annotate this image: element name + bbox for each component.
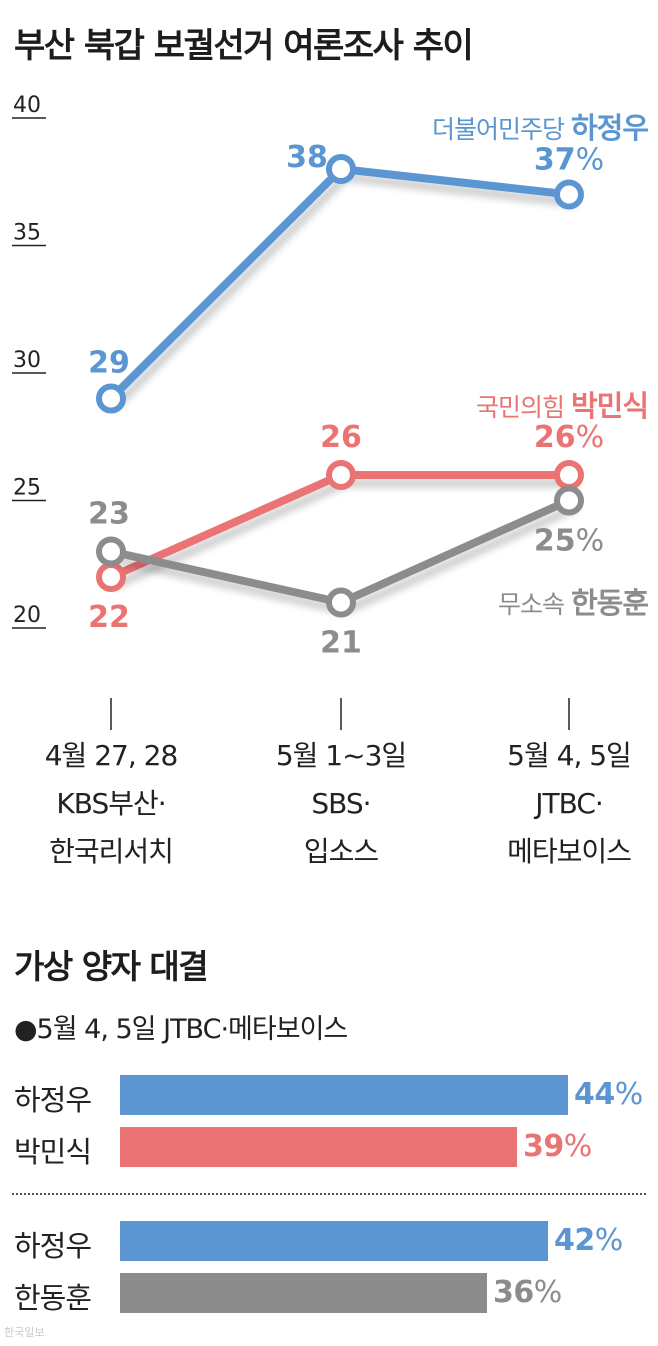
candidate-name: 한동훈 — [571, 586, 648, 620]
data-point — [326, 154, 356, 184]
data-label: 23 — [88, 497, 130, 532]
matchup-value: 44 — [574, 1077, 615, 1112]
data-label-value: 37 — [534, 143, 576, 178]
series-line — [107, 496, 573, 607]
matchup-row: 한동훈 36% — [0, 1273, 658, 1315]
party-name: 무소속 — [498, 590, 571, 619]
data-point — [326, 587, 356, 618]
data-label: 21 — [320, 626, 362, 661]
matchup-row: 하정우 42% — [0, 1221, 658, 1263]
data-point — [554, 460, 584, 490]
matchup-value-label: 36% — [493, 1275, 562, 1310]
matchup-unit: % — [533, 1275, 563, 1310]
matchup-value: 36 — [493, 1275, 534, 1310]
matchup-value-label: 44% — [574, 1077, 643, 1112]
matchup-row: 박민식 39% — [0, 1127, 658, 1169]
series-line — [107, 165, 573, 403]
data-label: 37% — [534, 143, 604, 178]
x-category-label: 입소스 — [304, 835, 379, 868]
data-label-unit: % — [576, 420, 605, 455]
candidate-name: 박민식 — [14, 1135, 92, 1169]
data-label-value: 26 — [320, 420, 362, 455]
x-category-label: 4월 27, 28 — [45, 739, 178, 772]
data-point — [554, 485, 584, 516]
y-tick-label: 20 — [13, 603, 41, 628]
party-name: 국민의힘 — [476, 393, 571, 422]
data-label-value: 23 — [88, 497, 130, 532]
x-category-label: SBS· — [311, 787, 370, 820]
data-point — [96, 383, 126, 414]
data-point — [554, 179, 584, 210]
matchup-source-note: ●5월 4, 5일 JTBC·메타보이스 — [14, 1014, 348, 1045]
matchup-unit: % — [594, 1223, 624, 1258]
data-label-value: 22 — [88, 600, 130, 635]
credit-watermark: 한국일보 — [4, 1326, 45, 1339]
matchup-value: 39 — [523, 1129, 564, 1164]
data-label-unit: % — [576, 143, 605, 178]
series-name-label: 더불어민주당 하정우 — [432, 111, 648, 145]
data-label-value: 38 — [286, 140, 328, 175]
data-label-value: 26 — [534, 420, 576, 455]
y-tick-label: 25 — [13, 476, 41, 501]
candidate-name: 한동훈 — [14, 1281, 92, 1315]
data-label: 38 — [286, 140, 328, 175]
candidate-name: 하정우 — [571, 111, 648, 145]
x-category-label: KBS부산· — [56, 787, 165, 820]
party-name: 더불어민주당 — [432, 115, 571, 144]
matchup-value-label: 39% — [523, 1129, 592, 1164]
chart-title: 부산 북갑 보궐선거 여론조사 추이 — [14, 26, 474, 66]
matchup-bar — [120, 1221, 548, 1261]
data-label-unit: % — [576, 524, 605, 559]
candidate-name: 하정우 — [14, 1083, 92, 1117]
matchup-row: 하정우 44% — [0, 1075, 658, 1117]
x-category-label: 5월 4, 5일 — [507, 739, 631, 772]
matchup-title: 가상 양자 대결 — [14, 947, 209, 986]
trend-line-chart: 40 35 30 25 20 4월 27, 28 KBS부산· 한국리서치 5월 1~3일 SB… — [12, 93, 649, 868]
candidate-name: 박민식 — [571, 389, 648, 423]
matchup-unit: % — [614, 1077, 644, 1112]
data-label-value: 25 — [534, 524, 576, 559]
data-point — [96, 562, 126, 592]
group-divider — [12, 1193, 646, 1195]
data-point — [96, 536, 126, 567]
x-category-label: 메타보이스 — [507, 835, 631, 868]
data-label: 26 — [320, 420, 362, 455]
data-label: 25% — [534, 524, 604, 559]
matchup-value-label: 42% — [554, 1223, 623, 1258]
y-axis: 40 35 30 25 20 — [12, 93, 46, 629]
matchup-bar — [120, 1273, 487, 1313]
candidate-name: 하정우 — [14, 1229, 92, 1263]
x-axis: 4월 27, 28 KBS부산· 한국리서치 5월 1~3일 SBS· 입소스 5월 4, … — [45, 698, 632, 868]
y-tick-label: 30 — [13, 348, 41, 373]
x-category-label: 5월 1~3일 — [276, 739, 406, 772]
matchup-value: 42 — [554, 1223, 595, 1258]
x-category-label: JTBC· — [533, 787, 603, 820]
series-name-label: 국민의힘 박민식 — [476, 389, 648, 423]
matchup-bar — [120, 1075, 568, 1115]
series-line — [107, 471, 573, 581]
x-category-label: 한국리서치 — [49, 835, 173, 868]
y-tick-label: 40 — [13, 93, 41, 118]
matchup-bar — [120, 1127, 517, 1167]
data-point — [326, 460, 356, 490]
matchup-unit: % — [563, 1129, 593, 1164]
data-label: 22 — [88, 600, 130, 635]
y-tick-label: 35 — [13, 221, 41, 246]
data-label: 26% — [534, 420, 604, 455]
data-label-value: 29 — [88, 346, 130, 381]
series-name-label: 무소속 한동훈 — [498, 586, 648, 620]
data-label-value: 21 — [320, 626, 362, 661]
data-label: 29 — [88, 346, 130, 381]
